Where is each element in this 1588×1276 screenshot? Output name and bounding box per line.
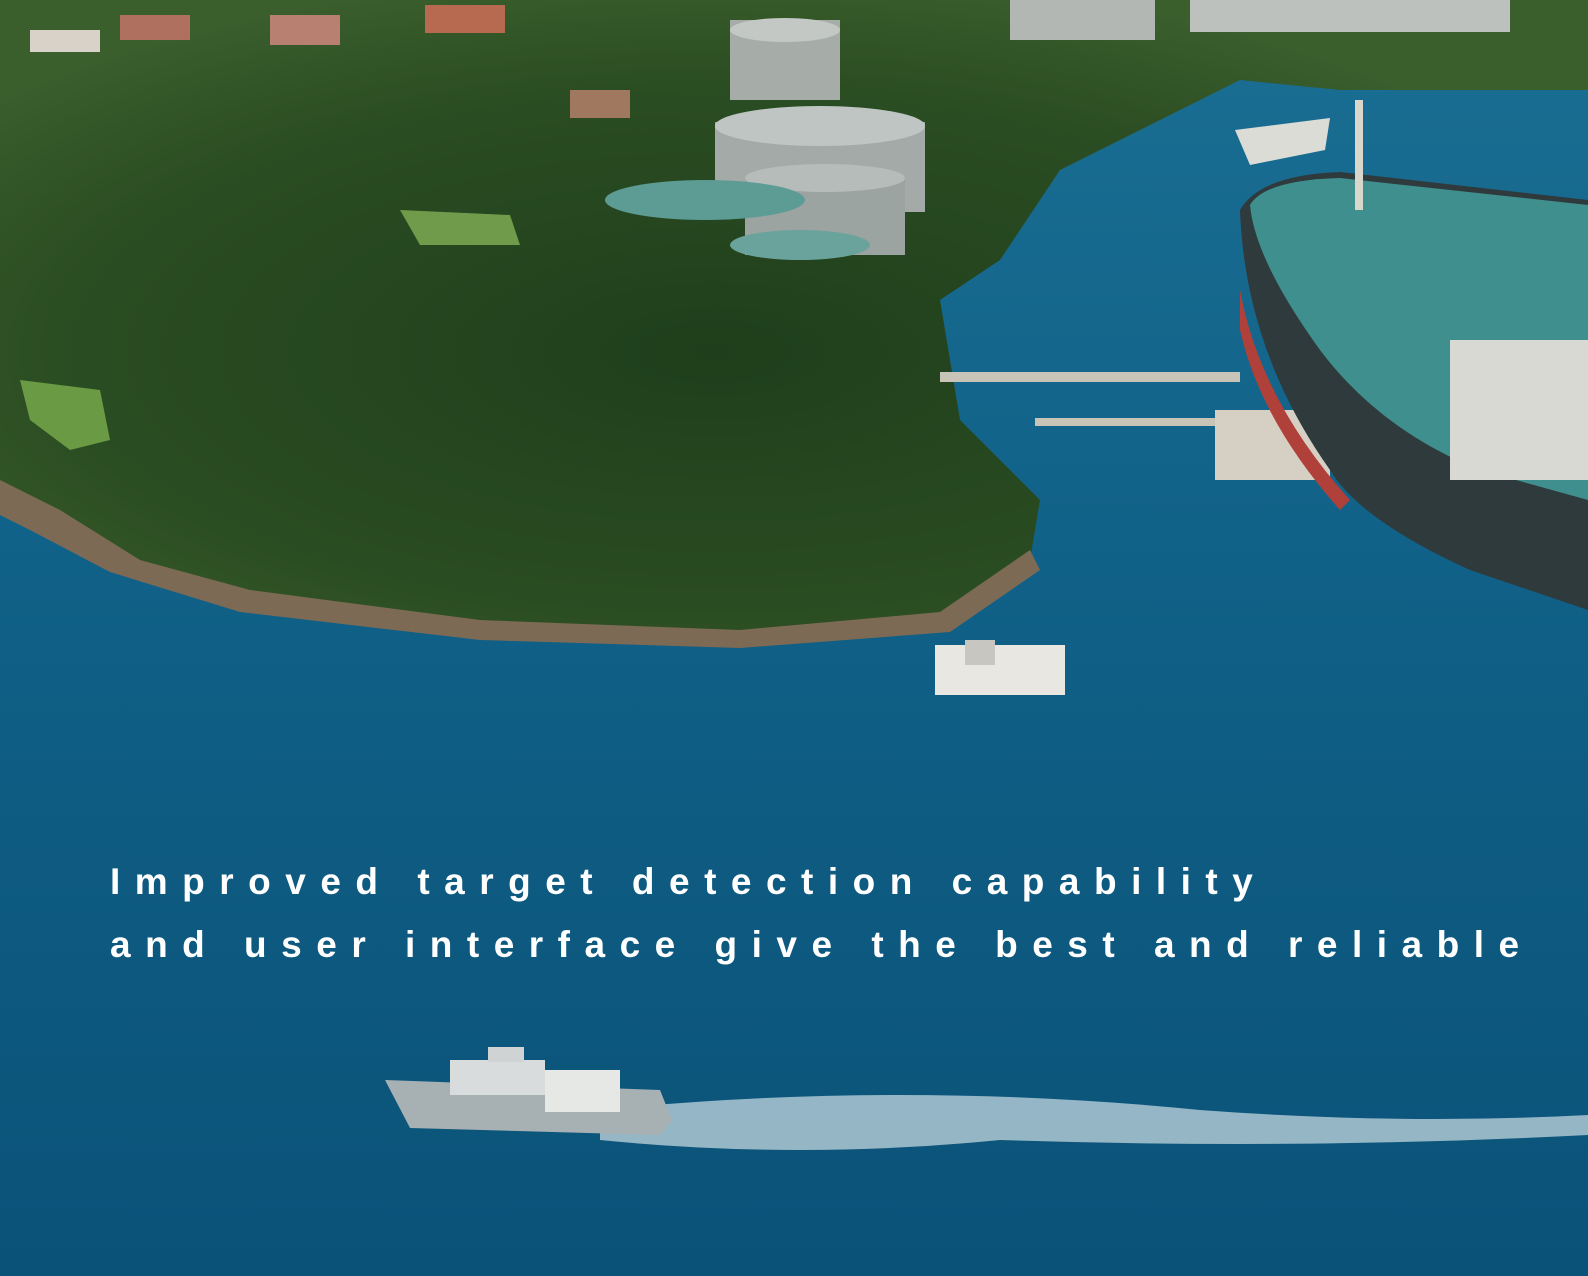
scene: Improved target detection capability and… — [0, 0, 1588, 1276]
headline-line: and user interface give the best and rel… — [110, 924, 1534, 965]
headline-line: Improved target detection capability — [110, 861, 1267, 902]
lawn — [400, 210, 520, 245]
page: Improved target detection capability and… — [0, 0, 1588, 1276]
